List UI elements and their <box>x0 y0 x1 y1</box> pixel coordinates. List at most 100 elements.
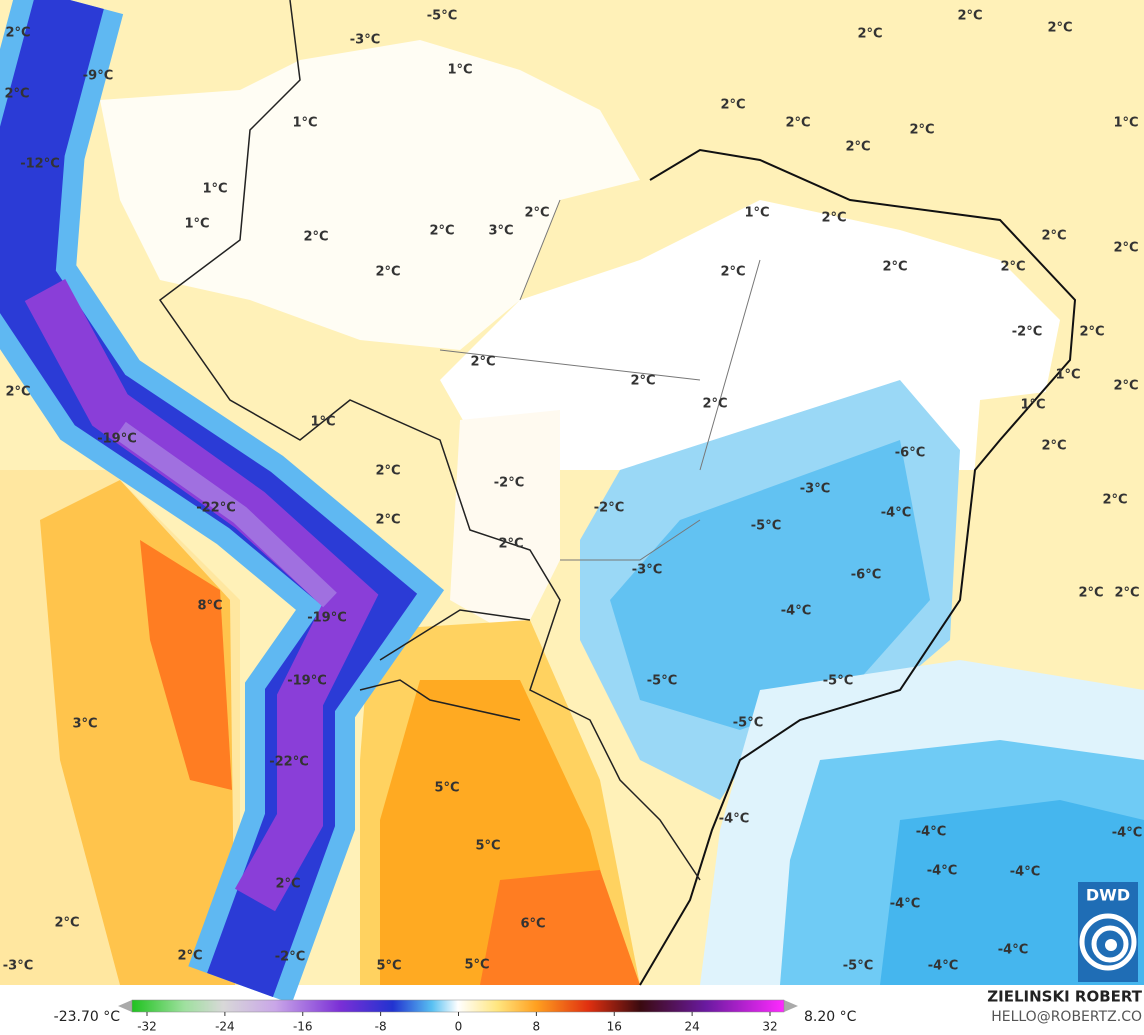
temperature-label: 2°C <box>1047 21 1072 36</box>
temperature-label: 2°C <box>54 916 79 931</box>
temperature-label: -12°C <box>20 157 60 172</box>
temperature-label: 1°C <box>447 63 472 78</box>
credit-contact: HELLO@ROBERTZ.CO <box>991 1009 1142 1025</box>
temperature-label: 2°C <box>524 206 549 221</box>
colorbar-tick-label: 16 <box>607 1020 622 1034</box>
temperature-label: 3°C <box>72 717 97 732</box>
temperature-label: 1°C <box>184 217 209 232</box>
temperature-label: -4°C <box>1010 865 1040 880</box>
temperature-labels: 2°C -5°C 2°C 2°C 2°C 2°C -3°C 1°C -9°C 2°C 2°C 2°C 1… <box>3 9 1142 974</box>
credit-author: ZIELINSKI ROBERT <box>987 988 1142 1006</box>
temperature-label: -2°C <box>494 476 524 491</box>
temperature-label: 2°C <box>1079 325 1104 340</box>
temperature-label: 5°C <box>376 959 401 974</box>
colorbar-min: -23.70 °C <box>54 1009 121 1025</box>
temperature-label: 5°C <box>434 781 459 796</box>
temperature-label: -3°C <box>350 33 380 48</box>
temperature-label: 2°C <box>857 27 882 42</box>
temperature-label: -4°C <box>998 943 1028 958</box>
temperature-label: 8°C <box>197 599 222 614</box>
temperature-label: -2°C <box>594 501 624 516</box>
temperature-label: -5°C <box>751 519 781 534</box>
temperature-label: -3°C <box>632 563 662 578</box>
colorbar-tick-label: -24 <box>215 1020 235 1034</box>
temperature-label: 2°C <box>957 9 982 24</box>
temperature-label: 2°C <box>1041 229 1066 244</box>
colorbar-max: 8.20 °C <box>804 1009 857 1025</box>
colorbar-tick-label: -32 <box>137 1020 157 1034</box>
temperature-label: -4°C <box>881 506 911 521</box>
temperature-label: -19°C <box>97 432 137 447</box>
temperature-label: 2°C <box>470 355 495 370</box>
temperature-label: 2°C <box>375 265 400 280</box>
temperature-label: 3°C <box>488 224 513 239</box>
temperature-label: -5°C <box>427 9 457 24</box>
temperature-label: 2°C <box>702 397 727 412</box>
temperature-label: 2°C <box>1113 379 1138 394</box>
temperature-label: -4°C <box>890 897 920 912</box>
temperature-label: 2°C <box>882 260 907 275</box>
temperature-label: 2°C <box>375 513 400 528</box>
temperature-label: 1°C <box>292 116 317 131</box>
colorbar-tick-label: -8 <box>375 1020 387 1034</box>
logo-text: DWD <box>1086 886 1130 905</box>
temperature-label: -4°C <box>927 864 957 879</box>
temperature-label: -22°C <box>269 755 309 770</box>
temperature-label: -5°C <box>823 674 853 689</box>
temperature-label: 2°C <box>303 230 328 245</box>
temperature-label: 2°C <box>909 123 934 138</box>
map-background <box>0 0 1144 1004</box>
temperature-label: 2°C <box>1041 439 1066 454</box>
temperature-label: -5°C <box>647 674 677 689</box>
temperature-label: 2°C <box>1000 260 1025 275</box>
temperature-label: -3°C <box>3 959 33 974</box>
temperature-label: -4°C <box>928 959 958 974</box>
colorbar-tick-label: 32 <box>762 1020 777 1034</box>
dwd-logo: DWD <box>1078 882 1138 982</box>
temperature-label: -3°C <box>800 482 830 497</box>
temperature-label: -2°C <box>1012 325 1042 340</box>
temperature-label: 2°C <box>845 140 870 155</box>
temperature-label: 2°C <box>5 385 30 400</box>
temperature-label: -4°C <box>719 812 749 827</box>
temperature-label: 2°C <box>5 26 30 41</box>
temperature-label: 1°C <box>1020 398 1045 413</box>
temperature-label: -5°C <box>733 716 763 731</box>
temperature-label: -22°C <box>196 501 236 516</box>
temperature-label: 2°C <box>498 537 523 552</box>
temperature-label: 1°C <box>1055 368 1080 383</box>
temperature-label: -6°C <box>895 446 925 461</box>
temperature-label: 2°C <box>1113 241 1138 256</box>
colorbar-tick-label: 8 <box>533 1020 541 1034</box>
temperature-label: -4°C <box>781 604 811 619</box>
temperature-label: -6°C <box>851 568 881 583</box>
temperature-label: 1°C <box>744 206 769 221</box>
temperature-label: -9°C <box>83 69 113 84</box>
temperature-label: 2°C <box>630 374 655 389</box>
temperature-label: 2°C <box>275 877 300 892</box>
temperature-label: -19°C <box>287 674 327 689</box>
temperature-label: 2°C <box>1078 586 1103 601</box>
temperature-label: 2°C <box>429 224 454 239</box>
temperature-label: 1°C <box>310 415 335 430</box>
temperature-label: 2°C <box>4 87 29 102</box>
temperature-label: -19°C <box>307 611 347 626</box>
temperature-label: 5°C <box>464 958 489 973</box>
temperature-label: -2°C <box>275 950 305 965</box>
temperature-label: 2°C <box>785 116 810 131</box>
temperature-label: -4°C <box>1112 826 1142 841</box>
temperature-label: 2°C <box>821 211 846 226</box>
temperature-label: 2°C <box>720 98 745 113</box>
colorbar-tick-label: 24 <box>684 1020 699 1034</box>
colorbar-tick-label: 0 <box>455 1020 463 1034</box>
temperature-label: -4°C <box>916 825 946 840</box>
temperature-label: 2°C <box>177 949 202 964</box>
temperature-label: 5°C <box>475 839 500 854</box>
temperature-label: 1°C <box>1113 116 1138 131</box>
temperature-label: 6°C <box>520 917 545 932</box>
temperature-label: 1°C <box>202 182 227 197</box>
temperature-label: 2°C <box>375 464 400 479</box>
temperature-label: 2°C <box>1114 586 1139 601</box>
